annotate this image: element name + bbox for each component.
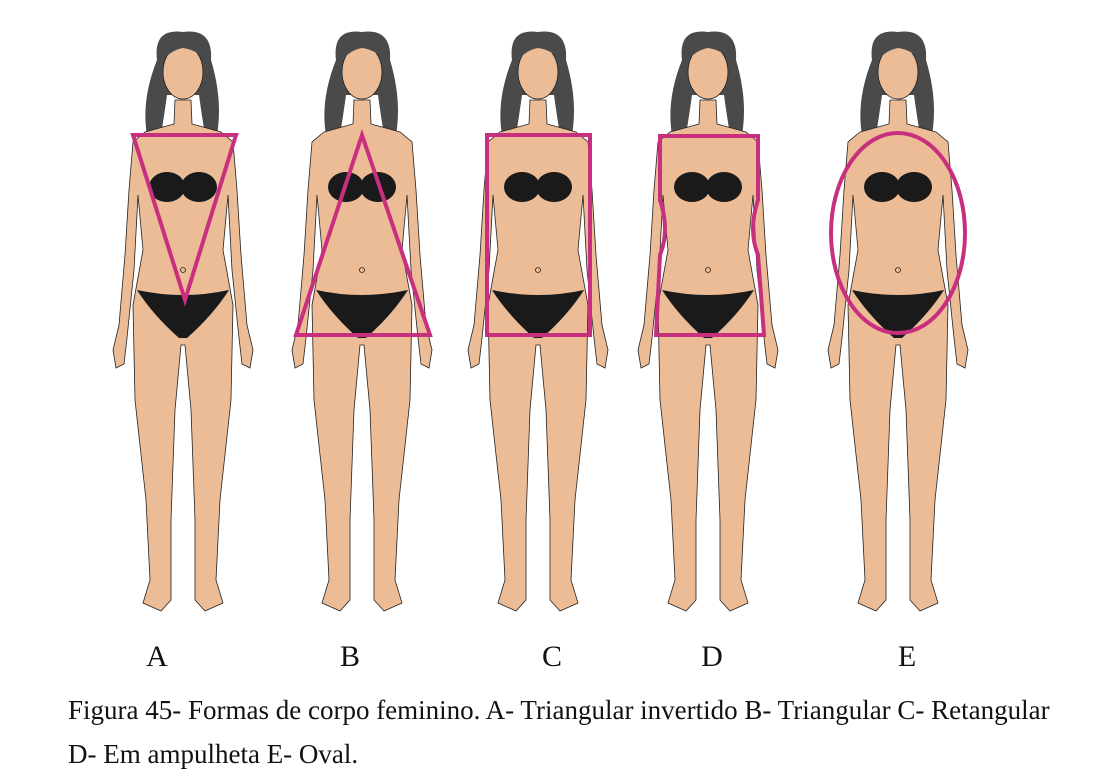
bikini-top-right <box>896 172 932 202</box>
bikini-top-left <box>504 172 540 202</box>
navel <box>180 267 186 273</box>
figure-label-c: C <box>541 640 562 673</box>
body-silhouette <box>291 99 433 612</box>
figure-b <box>291 31 433 612</box>
figure-a <box>112 31 254 612</box>
body-silhouette <box>112 99 254 612</box>
hair-fringe <box>340 39 384 62</box>
navel <box>895 267 901 273</box>
hair-fringe <box>686 39 730 62</box>
hair-fringe <box>516 39 560 62</box>
figure-d <box>637 31 779 612</box>
bikini-bottom <box>852 290 944 338</box>
bikini-bottom <box>316 290 408 338</box>
inverted-triangle-outline <box>130 133 239 307</box>
bikini-top-right <box>181 172 217 202</box>
navel <box>359 267 365 273</box>
navel <box>705 267 711 273</box>
bikini-top-left <box>864 172 900 202</box>
rectangle-outline <box>485 133 592 337</box>
triangle-outline <box>293 128 433 337</box>
bikini-bottom <box>137 290 229 338</box>
figure-label-b: B <box>339 640 360 673</box>
bikini-bottom <box>492 290 584 338</box>
figure-label-a: A <box>146 640 168 673</box>
bikini-bottom <box>662 290 754 338</box>
figure-label-d: D <box>701 640 723 673</box>
body-silhouette <box>827 99 969 612</box>
navel <box>535 267 541 273</box>
hair-fringe <box>161 39 205 62</box>
bikini-top-left <box>674 172 710 202</box>
figure-label-e: E <box>897 640 917 673</box>
figure-c <box>467 31 609 612</box>
body-silhouette <box>637 99 779 612</box>
figure-e <box>827 31 969 612</box>
oval-outline <box>829 131 967 335</box>
bikini-top-left <box>149 172 185 202</box>
figure-caption: Figura 45- Formas de corpo feminino. A- … <box>68 695 1050 769</box>
body-shapes-illustration <box>112 31 969 612</box>
hair-fringe <box>876 39 920 62</box>
bikini-top-right <box>536 172 572 202</box>
hourglass-outline <box>653 134 767 337</box>
body-silhouette <box>467 99 609 612</box>
bikini-top-right <box>706 172 742 202</box>
